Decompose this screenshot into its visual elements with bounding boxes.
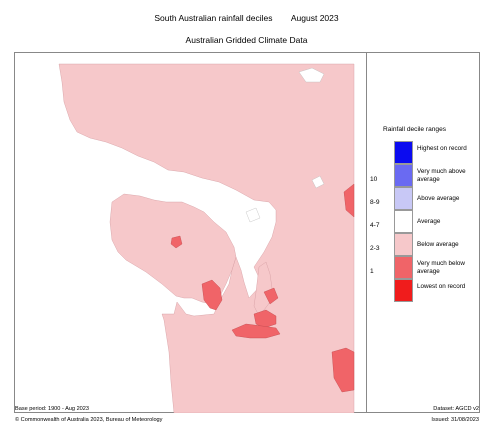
title-period: August 2023: [290, 13, 339, 23]
legend-code-4-7: 4-7: [370, 222, 380, 229]
legend-label-very-much-below: Very much below average: [417, 260, 465, 275]
map-subtitle: Australian Gridded Climate Data: [185, 35, 308, 45]
legend-code-2-3: 2-3: [370, 245, 380, 252]
region-yorke-peninsula: [253, 261, 273, 315]
rainfall-decile-map: [58, 63, 355, 413]
legend-label-below: Below average: [417, 241, 459, 248]
footer-base-period: Base period: 1900 - Aug 2023: [15, 406, 90, 412]
region-kangaroo-island: [231, 323, 281, 339]
legend-code-1: 1: [370, 268, 374, 275]
region-average-central: [245, 207, 261, 223]
legend-code-8-9: 8-9: [370, 199, 380, 206]
footer-dataset: Dataset: AGCD v2: [433, 406, 479, 412]
legend-label-above: Above average: [417, 195, 460, 202]
legend-swatch-highest: [394, 141, 413, 164]
region-very-much-below-yorke-tip: [263, 287, 279, 305]
legend-label-average: Average: [417, 218, 441, 225]
title-text: South Australian rainfall deciles: [154, 13, 273, 23]
legend-code-10: 10: [370, 176, 378, 183]
region-below-average: [58, 63, 355, 413]
legend-label-highest: Highest on record: [417, 145, 467, 152]
legend-label-very-much-above: Very much above average: [417, 168, 466, 183]
legend-title: Rainfall decile ranges: [383, 126, 447, 133]
region-very-much-below-south-east: [331, 347, 355, 393]
legend-swatch-above: [394, 187, 413, 210]
footer-copyright: © Commonwealth of Australia 2023, Bureau…: [15, 417, 163, 423]
legend-divider: [366, 52, 367, 413]
region-very-much-below-west-coast: [170, 235, 183, 249]
legend-swatch-average: [394, 210, 413, 233]
legend-swatch-very-much-below: [394, 256, 413, 279]
legend-swatch-below: [394, 233, 413, 256]
footer-issued: Issued: 31/08/2023: [431, 417, 479, 423]
region-average-north-east: [298, 67, 325, 83]
legend-swatch-lowest: [394, 279, 413, 302]
region-very-much-below-lower-eyre: [201, 279, 223, 311]
region-very-much-below-east-edge: [343, 183, 355, 218]
legend-label-lowest: Lowest on record: [417, 283, 466, 290]
legend-swatch-very-much-above: [394, 164, 413, 187]
map-title: South Australian rainfall deciles August…: [0, 13, 493, 23]
region-very-much-below-south-coast: [253, 309, 277, 329]
region-average-lake: [311, 175, 325, 189]
